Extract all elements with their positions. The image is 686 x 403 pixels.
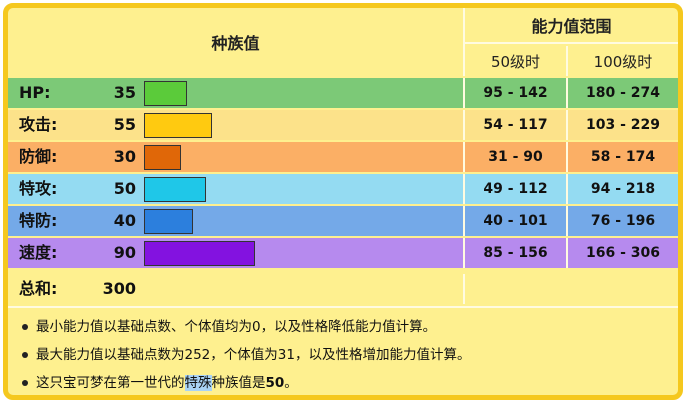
stat-bar — [144, 209, 193, 234]
row-divider — [463, 206, 465, 236]
stat-label: HP: — [19, 83, 51, 102]
row-divider — [566, 174, 568, 204]
row-divider — [463, 174, 465, 204]
range-lv100: 166 - 306 — [585, 245, 660, 261]
total-value: 300 — [102, 279, 136, 298]
stat-row-sp-attack: 特攻: 50 49 - 112 94 - 218 — [8, 174, 678, 204]
range-lv50: 49 - 112 — [483, 181, 548, 197]
header-divider — [463, 8, 465, 76]
stat-bar — [144, 81, 187, 106]
header-divider — [566, 46, 568, 76]
stat-value: 35 — [113, 83, 136, 102]
bullet-icon — [22, 380, 28, 386]
stat-value: 30 — [113, 147, 136, 166]
stat-bar — [144, 145, 181, 170]
range-lv100: 103 - 229 — [585, 117, 660, 133]
special-link[interactable]: 特殊 — [184, 375, 212, 391]
stat-label: 防御: — [19, 147, 58, 166]
row-divider — [463, 238, 465, 268]
stat-value: 40 — [113, 211, 136, 230]
range-lv100: 180 - 274 — [585, 85, 660, 101]
row-divider — [566, 142, 568, 172]
stat-value: 55 — [113, 115, 136, 134]
range-lv100: 94 - 218 — [590, 181, 656, 197]
range-lv50: 54 - 117 — [483, 117, 548, 133]
lv100-header: 100级时 — [593, 52, 653, 71]
note-gen1-special: 这只宝可梦在第一世代的特殊种族值是50。 — [36, 372, 298, 394]
note-gen1-text-end: 。 — [284, 375, 298, 391]
notes-section: 最小能力值以基础点数、个体值均为0，以及性格降低能力值计算。 最大能力值以基础点… — [8, 306, 678, 395]
row-divider — [566, 110, 568, 140]
base-stats-header: 种族值 — [211, 34, 260, 53]
stat-range-header: 能力值范围 — [465, 8, 678, 44]
stat-bar — [144, 113, 212, 138]
range-lv50: 95 - 142 — [483, 85, 548, 101]
row-divider — [566, 78, 568, 108]
stat-row-hp: HP: 35 95 - 142 180 - 274 — [8, 78, 678, 108]
stat-value: 90 — [113, 243, 136, 262]
range-lv100: 58 - 174 — [590, 149, 656, 165]
row-divider — [566, 238, 568, 268]
stat-row-defense: 防御: 30 31 - 90 58 - 174 — [8, 142, 678, 172]
total-label: 总和: — [19, 279, 58, 298]
bullet-icon — [22, 352, 28, 358]
stat-label: 特攻: — [19, 179, 58, 198]
row-divider — [463, 142, 465, 172]
stat-bar — [144, 241, 255, 266]
bullet-icon — [22, 324, 28, 330]
row-divider — [566, 206, 568, 236]
base-stats-table: 种族值 能力值范围 50级时 100级时 HP: 35 95 - 142 180 - … — [3, 3, 683, 400]
row-divider — [463, 78, 465, 108]
stat-row-attack: 攻击: 55 54 - 117 103 - 229 — [8, 110, 678, 140]
range-lv50: 31 - 90 — [488, 149, 543, 165]
note-max-stat: 最大能力值以基础点数为252，个体值为31，以及性格增加能力值计算。 — [36, 347, 471, 363]
stat-row-speed: 速度: 90 85 - 156 166 - 306 — [8, 238, 678, 268]
range-lv50: 85 - 156 — [483, 245, 548, 261]
stat-row-sp-defense: 特防: 40 40 - 101 76 - 196 — [8, 206, 678, 236]
row-divider — [463, 110, 465, 140]
stat-bar — [144, 177, 206, 202]
stat-label: 特防: — [19, 211, 58, 230]
stat-label: 速度: — [19, 243, 58, 262]
special-value: 50 — [265, 375, 285, 391]
range-lv50: 40 - 101 — [483, 213, 548, 229]
stat-value: 50 — [113, 179, 136, 198]
lv50-header: 50级时 — [490, 52, 541, 71]
range-lv100: 76 - 196 — [590, 213, 656, 229]
note-gen1-text-mid: 种族值是 — [211, 375, 266, 391]
row-divider — [463, 274, 465, 304]
note-min-stat: 最小能力值以基础点数、个体值均为0，以及性格降低能力值计算。 — [36, 319, 437, 335]
stat-row-total: 总和: 300 — [8, 274, 678, 304]
note-gen1-text: 这只宝可梦在第一世代的 — [36, 375, 185, 391]
stat-label: 攻击: — [19, 115, 58, 134]
